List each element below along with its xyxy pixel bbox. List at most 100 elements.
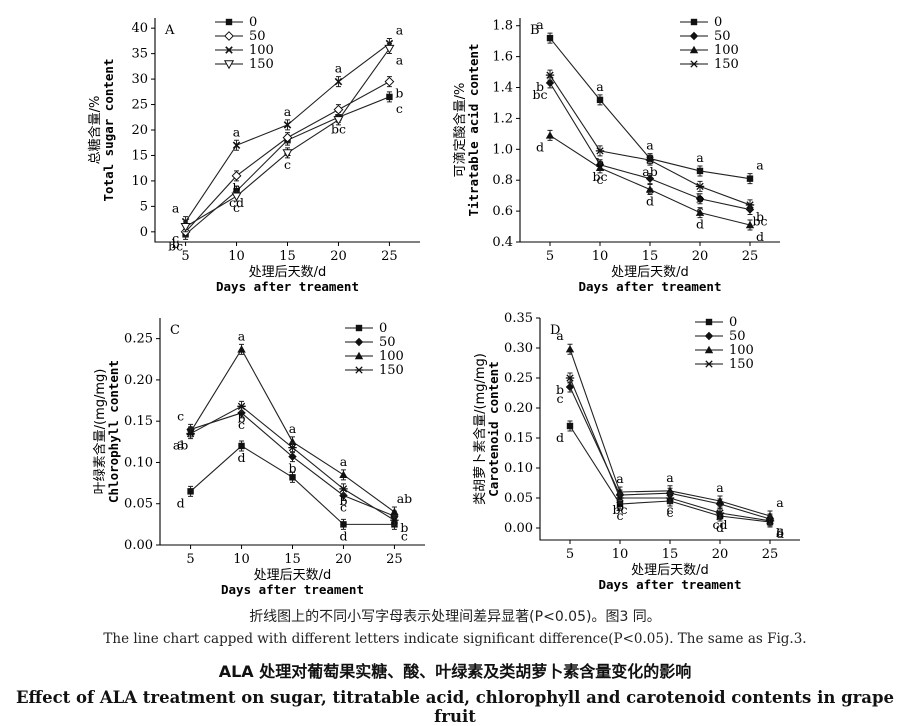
legend-label: 50 [379,335,396,350]
significance-letter: a [616,471,624,486]
legend-marker [224,31,234,41]
significance-letter: a [238,328,246,343]
legend-marker [704,331,714,341]
significance-letter: bc [592,169,607,184]
data-point-150 [615,494,625,502]
y-tick-label: 0.15 [124,414,153,429]
panel-letter: C [170,323,180,338]
significance-letter: c [596,172,603,187]
data-point-100 [283,121,292,129]
y-tick-label: 1.2 [492,111,513,126]
legend-label: 50 [714,29,731,44]
significance-letter: bc [752,214,767,229]
data-point-150 [695,182,705,191]
significance-letter: a [172,201,180,216]
data-point-0 [746,175,754,182]
figure-title-en: Effect of ALA treatment on sugar, titrat… [15,688,895,726]
data-point-100 [237,345,246,353]
x-axis-title-cn: 处理后天数/d [254,568,332,583]
legend-marker [354,366,364,374]
significance-letter: c [172,231,179,246]
legend-label: 100 [714,43,739,58]
significance-letter: a [284,104,292,119]
legend-marker [354,337,364,347]
x-tick-label: 15 [662,547,679,562]
significance-letter: c [401,528,408,543]
data-point-0 [616,500,624,508]
significance-letter: b [172,236,180,251]
data-point-150 [231,192,242,202]
data-point-150 [288,443,297,452]
significance-letter: d [776,526,784,541]
x-tick-label: 10 [233,552,250,567]
data-point-50 [231,170,242,181]
legend-label: 100 [249,43,274,58]
significance-letter: b [400,520,408,535]
legend-label: 0 [729,315,737,330]
data-point-100 [390,507,399,516]
significance-letter: a [396,53,404,68]
x-axis-title-cn: 处理后天数/d [249,265,327,280]
significance-letter: bc [331,121,346,136]
x-tick-label: 25 [381,249,398,264]
significance-letter: bc [612,502,627,517]
y-tick-label: 1.8 [492,19,513,34]
data-point-150 [665,494,675,502]
y-tick-label: 0.10 [124,455,153,470]
data-point-150 [180,223,191,232]
x-tick-label: 5 [181,249,189,264]
panel-letter: A [164,23,175,38]
data-point-0 [238,442,245,450]
data-point-150 [237,402,246,410]
x-tick-label: 5 [546,249,554,264]
legend-marker [705,318,713,326]
data-point-0 [187,488,194,495]
x-tick-label: 15 [284,552,301,567]
significance-letter: a [666,470,674,485]
legend-marker [689,45,699,54]
data-point-100 [339,470,348,479]
y-tick-label: 0.20 [124,373,153,388]
y-tick-label: 0.15 [504,431,533,446]
y-tick-label: 0.20 [504,401,533,416]
x-tick-label: 10 [228,249,245,264]
data-point-50 [282,132,293,143]
y-tick-label: 0.05 [124,497,153,512]
y-tick-label: 40 [131,21,148,36]
x-axis-title-cn: 处理后天数/d [611,265,689,280]
legend-label: 100 [729,343,754,358]
x-tick-label: 15 [279,249,296,264]
data-point-100 [645,185,655,193]
x-axis-title: Days after treament [221,582,364,597]
significance-letter: a [776,495,784,510]
y-axis-title-cn: 类胡萝卜素含量/(mg/mg) [472,353,488,505]
significance-letter: a [177,436,185,451]
legend-marker [354,351,364,360]
legend-marker [225,18,233,26]
legend-marker [223,60,235,70]
y-tick-label: 0.00 [504,521,533,536]
x-tick-label: 15 [642,249,659,264]
significance-letter: d [177,495,185,510]
x-tick-label: 5 [566,547,574,562]
data-point-0 [386,93,393,101]
significance-letter: b [616,499,624,514]
significance-letter: a [716,480,724,495]
significance-letter: b [339,493,347,508]
y-tick-label: 0.30 [504,341,533,356]
figure-title-cn: ALA 处理对葡萄果实糖、酸、叶绿素及类胡萝卜素含量变化的影响 [218,662,692,681]
y-axis-title-cn: 可滴定酸含量/% [452,83,468,178]
data-point-0 [546,34,554,42]
significance-letter: a [396,22,404,37]
legend-marker [704,360,714,368]
significance-letter: d [556,430,564,445]
data-point-50 [565,382,575,392]
data-point-100 [334,77,343,86]
significance-letter: b [556,382,564,397]
significance-letter: a [646,138,654,153]
chart-panel-c: 0.00 0.05 0.10 0.15 0.20 0.25 5 10 15 20 25 处理后天数/d… [92,318,425,597]
significance-letter: a [289,421,297,436]
significance-letter: a [340,454,348,469]
y-tick-label: 0.6 [492,204,513,219]
